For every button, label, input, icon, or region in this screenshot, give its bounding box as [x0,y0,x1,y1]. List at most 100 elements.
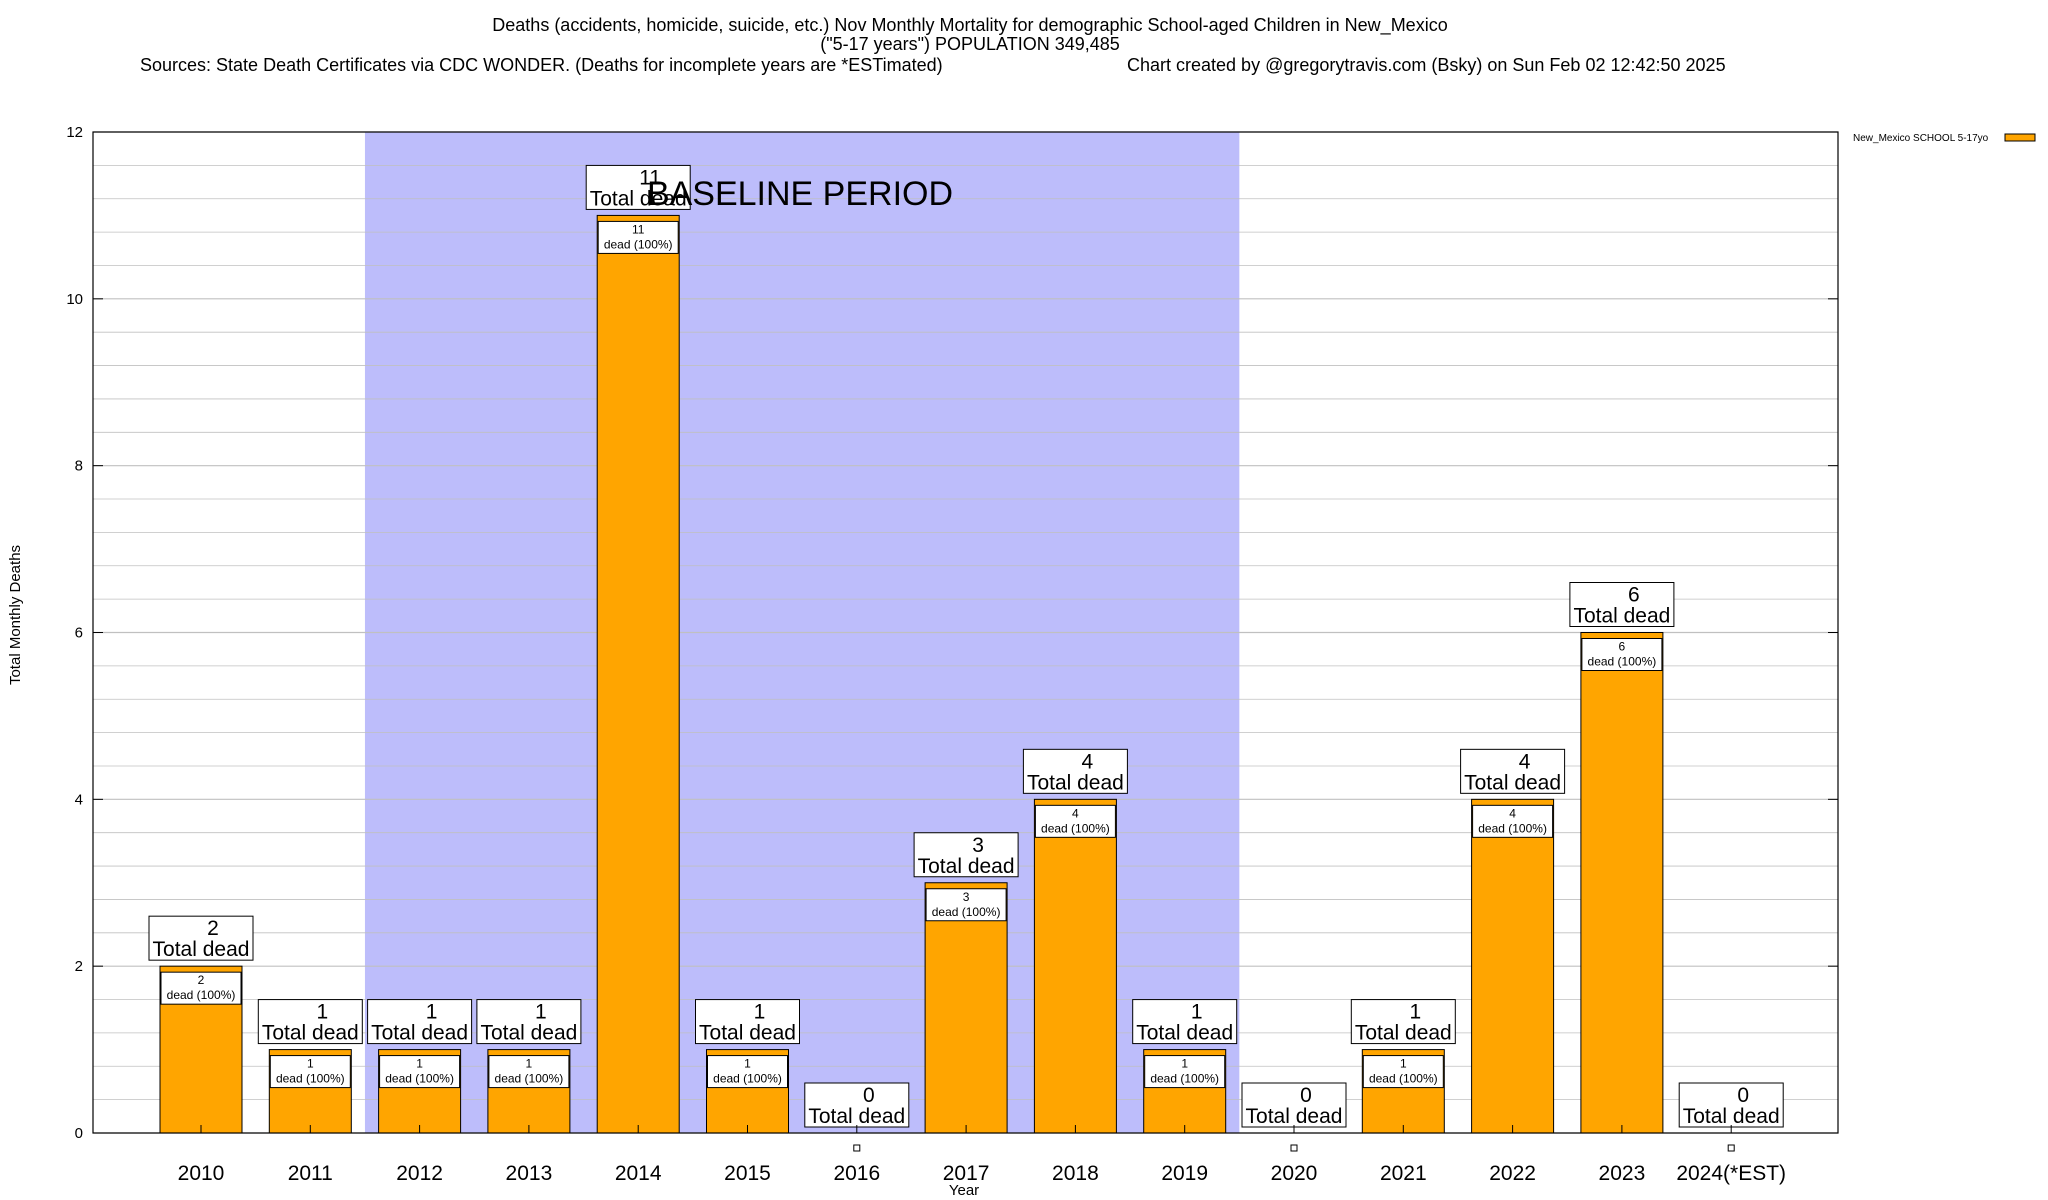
inner-label-text: dead (100%) [1041,821,1110,835]
total-label-box [1569,582,1675,627]
total-label-box [367,999,473,1045]
zero-marker-2024(*EST) [1727,1144,1735,1152]
legend: New_Mexico SCHOOL 5-17yo [1853,133,2036,144]
x-tick-label: 2013 [506,1162,553,1185]
inner-label-text: dead (100%) [932,905,1001,919]
x-tick-label: 2015 [724,1162,771,1185]
inner-label-box [1472,804,1554,838]
inner-label-box [379,1055,461,1089]
total-label-text: Total dead [153,938,250,961]
y-tick-label: 6 [75,625,83,642]
inner-label-box [1362,1055,1444,1089]
x-tick-label: 2011 [288,1162,333,1185]
legend-swatch [2004,133,2036,142]
inner-label-box [1034,804,1116,838]
x-tick-label: 2023 [1599,1162,1646,1185]
total-label-text: Total dead [1573,605,1670,628]
inner-label-text: dead (100%) [276,1072,345,1086]
total-label-text: Total dead [1136,1022,1233,1045]
total-label-box [148,915,254,961]
total-label-count: 2 [207,917,219,940]
total-label-count: 1 [426,1001,438,1024]
total-label-count: 1 [535,1001,547,1024]
total-label-box [1241,1082,1347,1128]
inner-label-box [160,971,242,1005]
total-label-text: Total dead [699,1022,796,1045]
total-label-box [1460,748,1566,794]
inner-label-box [1144,1055,1226,1089]
bar-2017 [924,882,1008,1134]
x-tick-label: 2010 [178,1162,225,1185]
total-label-count: 4 [1519,750,1531,773]
chart-title: Deaths (accidents, homicide, suicide, et… [140,15,1726,75]
total-label-box [257,999,363,1045]
zero-marker-2020 [1290,1144,1298,1152]
inner-label-count: 11 [632,222,645,236]
zero-marker-2016 [853,1144,861,1152]
x-tick-label: 2019 [1161,1162,1208,1185]
total-label-box [913,832,1019,878]
total-label-box [1022,748,1128,794]
x-tick-label: 2024(*EST) [1676,1162,1786,1185]
x-tick-label: 2014 [615,1162,662,1185]
inner-label-text: dead (100%) [495,1072,564,1086]
total-label-text: Total dead [1464,771,1561,794]
inner-label-box [707,1055,788,1089]
inner-label-count: 2 [198,973,205,987]
title-line-4: Chart created by @gregorytravis.com (Bsk… [1127,55,1726,75]
bar-2022 [1471,798,1555,1134]
y-axis-title: Total Monthly Deaths [7,545,24,685]
total-label-box [1350,999,1456,1045]
total-label-count: 1 [754,1001,766,1024]
x-tick-label: 2022 [1489,1162,1536,1185]
inner-label-text: dead (100%) [1588,655,1657,669]
x-axis-title: Year [949,1182,979,1199]
title-line-1: Deaths (accidents, homicide, suicide, et… [492,15,1447,36]
inner-label-text: dead (100%) [1150,1072,1219,1086]
total-label-text: Total dead [1683,1105,1780,1128]
x-tick-label: 2018 [1052,1162,1099,1185]
inner-label-text: dead (100%) [1478,821,1547,835]
total-label-text: Total dead [1027,771,1124,794]
inner-label-box [1581,638,1663,671]
bar-2014 [596,214,680,1134]
baseline-label: BASELINE PERIOD [647,175,953,213]
total-label-text: Total dead [1246,1105,1343,1128]
total-label-count: 1 [1191,1001,1203,1024]
inner-label-text: dead (100%) [713,1072,782,1086]
total-label-count: 1 [1409,1001,1421,1024]
total-label-count: 6 [1628,584,1640,607]
title-line-2: ("5-17 years") POPULATION 349,485 [820,34,1120,54]
total-label-box [476,999,582,1045]
total-label-text: Total dead [480,1022,577,1045]
inner-label-count: 1 [526,1057,533,1071]
inner-label-text: dead (100%) [1369,1072,1438,1086]
total-label-count: 0 [1300,1084,1312,1107]
x-tick-label: 2020 [1271,1162,1318,1185]
y-tick-label: 12 [66,124,83,141]
inner-label-count: 4 [1072,806,1079,820]
inner-label-count: 1 [1181,1057,1188,1071]
x-tick-label: 2016 [833,1162,880,1185]
total-label-text: Total dead [590,187,687,210]
y-tick-label: 0 [75,1125,83,1142]
y-tick-label: 4 [75,791,83,808]
x-tick-label: 2017 [943,1162,990,1185]
total-label-count: 11 [639,166,661,189]
legend-label: New_Mexico SCHOOL 5-17yo [1853,133,1989,144]
total-label-box [804,1082,910,1128]
inner-label-count: 1 [1400,1057,1407,1071]
inner-label-count: 3 [963,890,970,904]
y-tick-label: 8 [75,458,83,475]
inner-label-count: 4 [1509,806,1516,820]
inner-label-box [488,1055,570,1089]
total-label-count: 1 [316,1001,328,1024]
inner-label-text: dead (100%) [604,237,673,251]
title-line-3: Sources: State Death Certificates via CD… [140,55,943,75]
total-label-box [1678,1082,1784,1128]
x-tick-label: 2012 [396,1162,443,1185]
total-label-count: 4 [1082,750,1094,773]
total-label-box [695,999,800,1045]
